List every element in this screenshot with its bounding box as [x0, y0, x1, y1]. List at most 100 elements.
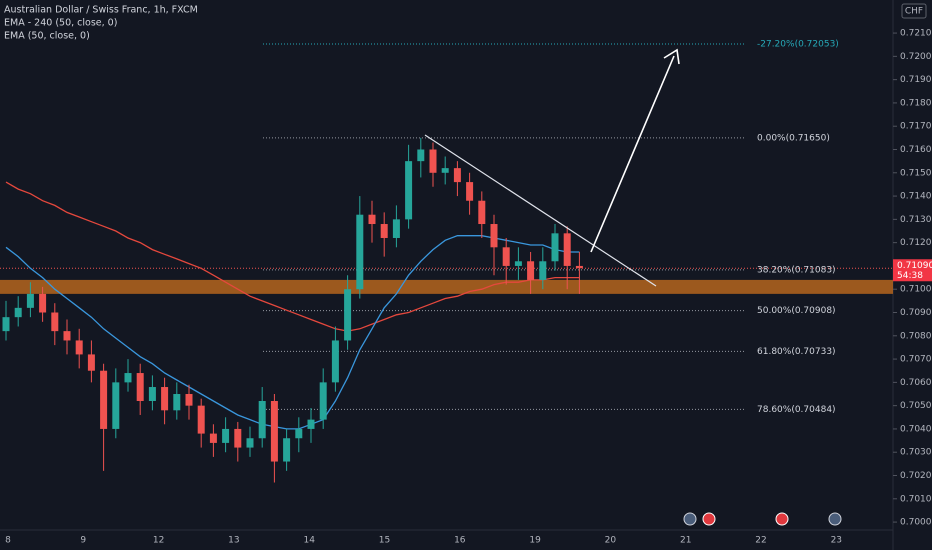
currency-box[interactable]: [901, 3, 927, 19]
x-tick-label: 13: [228, 536, 239, 546]
indicator-label: EMA (50, close, 0): [4, 31, 90, 42]
candle-body: [51, 312, 59, 332]
candle-body: [234, 428, 242, 448]
candle-body: [173, 394, 181, 411]
candle-body: [197, 405, 205, 434]
candle-body: [319, 382, 327, 420]
candle-body: [368, 214, 376, 225]
candle-body: [478, 200, 486, 225]
last-price-label: 0.71090: [897, 261, 932, 271]
candle-body: [2, 317, 10, 332]
candle-body: [392, 219, 400, 238]
event-icon[interactable]: [702, 512, 716, 526]
x-tick-label: 23: [831, 536, 842, 546]
countdown-label: 54:38: [897, 271, 923, 281]
x-tick-label: 14: [303, 536, 315, 546]
x-tick-label: 19: [529, 536, 541, 546]
candle-body: [124, 373, 132, 383]
candle-body: [295, 428, 303, 439]
x-tick-label: 20: [605, 536, 617, 546]
candle-body: [136, 373, 144, 401]
x-tick-label: 21: [680, 536, 691, 546]
fib-label: 50.00%(0.70908): [757, 306, 836, 316]
candle-body: [380, 224, 388, 238]
candle-body: [356, 214, 364, 290]
candle-body: [344, 289, 352, 341]
candle-body: [63, 331, 71, 341]
candle-body: [283, 438, 291, 462]
indicator-label: EMA - 240 (50, close, 0): [4, 18, 117, 29]
candle-body: [527, 261, 535, 280]
event-icon[interactable]: [683, 512, 697, 526]
candle-body: [185, 394, 193, 406]
fib-label: 61.80%(0.70733): [757, 347, 836, 357]
candle-body: [575, 265, 583, 269]
event-icon[interactable]: [775, 512, 789, 526]
candle-body: [453, 168, 461, 183]
last-price-box: [893, 259, 932, 282]
candle-body: [39, 293, 47, 313]
candle-body: [100, 370, 108, 429]
candle-body: [441, 168, 449, 173]
candle-body: [551, 233, 559, 262]
candle-body: [405, 161, 413, 220]
x-tick-label: 16: [454, 536, 466, 546]
ema-line: [5, 181, 580, 332]
x-tick-label: 9: [80, 536, 86, 546]
ema-line: [5, 235, 580, 430]
y-tick-label: 0.70000: [900, 518, 932, 528]
plot-area: [0, 43, 893, 483]
candle-body: [307, 419, 315, 429]
event-icons: [683, 512, 842, 526]
candle-body: [417, 149, 425, 162]
candle-body: [429, 149, 437, 173]
fib-label: 0.00%(0.71650): [757, 133, 830, 143]
fib-label: 38.20%(0.71083): [757, 265, 836, 275]
chart-title: Australian Dollar / Swiss Franc, 1h, FXC…: [4, 5, 198, 16]
fib-label: 78.60%(0.70484): [757, 405, 836, 415]
candle-body: [112, 382, 120, 429]
candle-body: [331, 340, 339, 383]
candle-body: [75, 340, 83, 355]
candle-body: [258, 400, 266, 439]
candle-body: [26, 293, 34, 308]
x-tick-label: 15: [379, 536, 390, 546]
projection-arrow: [590, 55, 675, 253]
x-tick-label: 8: [5, 536, 11, 546]
candle-body: [490, 224, 498, 248]
candle-body: [466, 182, 474, 201]
candle-body: [222, 428, 230, 443]
candle-body: [246, 438, 254, 448]
x-tick-label: 22: [755, 536, 766, 546]
candle-body: [270, 400, 278, 462]
candle-body: [502, 247, 510, 266]
candle-body: [161, 387, 169, 411]
x-tick-label: 12: [153, 536, 164, 546]
fib-label: -27.20%(0.72053): [757, 40, 839, 50]
event-icon[interactable]: [828, 512, 842, 526]
candle-body: [563, 233, 571, 266]
support-zone: [0, 279, 893, 294]
candle-body: [209, 433, 217, 443]
